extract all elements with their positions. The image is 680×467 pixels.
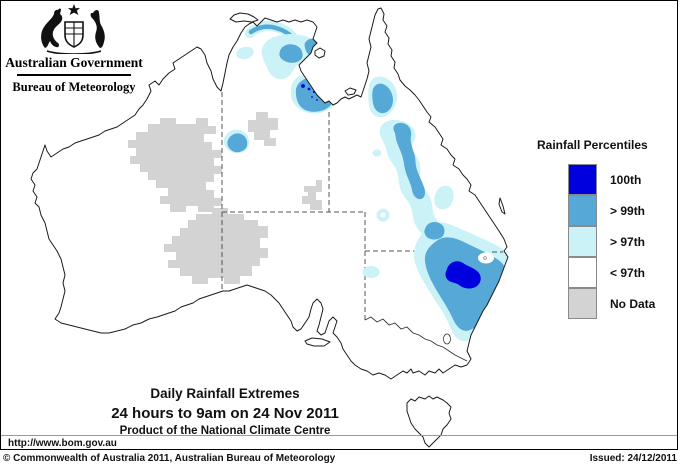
legend-label: 100th: [610, 172, 642, 187]
map-title-block: Daily Rainfall Extremes 24 hours to 9am …: [75, 386, 375, 437]
fraser-island: [498, 197, 506, 215]
copyright-text: © Commonwealth of Australia 2011, Austra…: [3, 453, 336, 464]
map-product-line: Product of the National Climate Centre: [119, 425, 331, 437]
legend-row: > 97th: [568, 225, 672, 257]
murray-river-border: [364, 316, 468, 362]
legend-label: < 97th: [610, 265, 646, 280]
legend-swatch-100th: [568, 163, 597, 195]
issued-date: Issued: 24/12/2011: [589, 453, 677, 464]
legend-label: > 97th: [610, 234, 646, 249]
no-data-regions: [128, 112, 322, 284]
act-border: [443, 333, 451, 345]
islands: [229, 12, 506, 448]
mornington-island: [344, 87, 357, 96]
groote-eylandt: [314, 47, 326, 59]
legend-label: > 99th: [610, 203, 646, 218]
government-header: Australian Government Bureau of Meteorol…: [4, 2, 144, 95]
bureau-title: Bureau of Meteorology: [12, 80, 136, 94]
legend-swatch-lt97th: [568, 256, 597, 288]
legend-swatch-gt97th: [568, 225, 597, 257]
footer-divider: [1, 435, 677, 436]
bom-url: http://www.bom.gov.au: [8, 438, 117, 449]
map-period: 24 hours to 9am on 24 Nov 2011: [111, 405, 339, 422]
map-title: Daily Rainfall Extremes: [150, 386, 300, 401]
legend-row: < 97th: [568, 256, 672, 288]
rainfall-legend: Rainfall Percentiles 100th > 99th > 97th…: [537, 138, 672, 319]
legend-row: No Data: [568, 287, 672, 319]
melville-island: [229, 12, 259, 23]
government-title: Australian Government: [5, 55, 143, 70]
coat-of-arms-icon: [41, 4, 105, 54]
legend-title: Rainfall Percentiles: [537, 138, 648, 152]
legend-label: No Data: [610, 296, 656, 311]
australia-coastline: [30, 7, 509, 380]
legend-row: 100th: [568, 163, 672, 195]
legend-row: > 99th: [568, 194, 672, 226]
legend-swatch-nodata: [568, 287, 597, 319]
legend-swatch-gt99th: [568, 194, 597, 226]
tasmania: [406, 395, 452, 448]
header-divider: [17, 74, 131, 76]
kangaroo-island: [304, 337, 331, 347]
australia-rainfall-map: [30, 7, 509, 448]
